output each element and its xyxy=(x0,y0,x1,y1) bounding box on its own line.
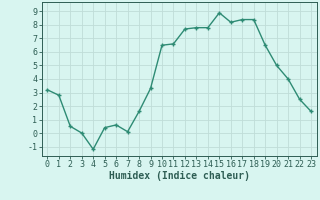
X-axis label: Humidex (Indice chaleur): Humidex (Indice chaleur) xyxy=(109,171,250,181)
